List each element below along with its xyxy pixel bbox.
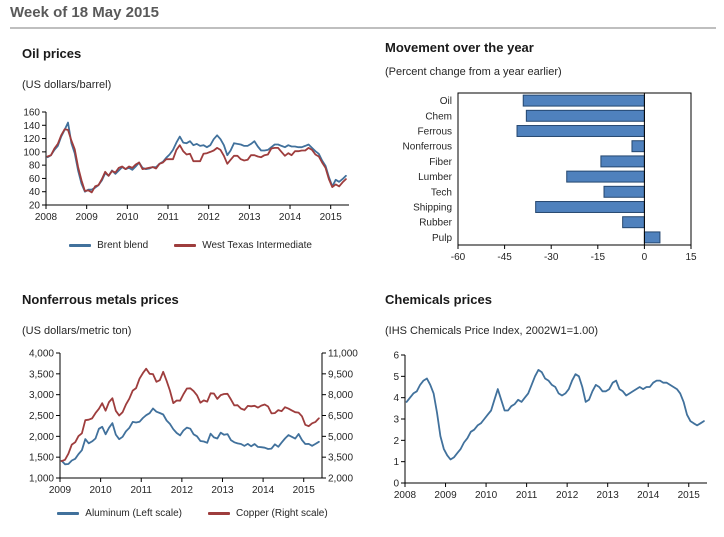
svg-text:Nonferrous: Nonferrous	[403, 142, 452, 153]
svg-text:Fiber: Fiber	[429, 157, 452, 168]
svg-text:2013: 2013	[211, 485, 234, 496]
svg-text:8,000: 8,000	[328, 390, 353, 401]
svg-text:-15: -15	[591, 252, 606, 263]
svg-text:3: 3	[393, 415, 399, 426]
copper-line-swatch	[207, 512, 230, 515]
svg-text:2008: 2008	[35, 212, 58, 223]
svg-text:5,000: 5,000	[328, 432, 353, 443]
svg-text:160: 160	[23, 108, 40, 119]
svg-text:9,500: 9,500	[328, 369, 353, 380]
svg-text:1: 1	[393, 457, 399, 468]
svg-text:2,500: 2,500	[29, 411, 54, 422]
legend-item-copper: Copper (Right scale)	[207, 508, 328, 519]
legend-label-copper: Copper (Right scale)	[235, 508, 328, 519]
legend-label-brent: Brent blend	[97, 240, 149, 251]
oil-prices-legend: Brent blend West Texas Intermediate	[18, 240, 363, 251]
svg-text:2013: 2013	[238, 212, 261, 223]
svg-text:120: 120	[23, 134, 40, 145]
svg-text:2012: 2012	[556, 490, 579, 501]
svg-text:2015: 2015	[293, 485, 316, 496]
svg-text:2011: 2011	[130, 485, 152, 496]
svg-text:Lumber: Lumber	[418, 172, 453, 183]
wti-line-swatch	[174, 244, 197, 247]
svg-text:2010: 2010	[475, 490, 498, 501]
svg-text:5: 5	[393, 372, 399, 383]
movement-title: Movement over the year	[385, 40, 534, 55]
legend-item-wti: West Texas Intermediate	[174, 240, 312, 251]
svg-text:80: 80	[29, 161, 41, 172]
svg-text:2: 2	[393, 436, 399, 447]
svg-text:100: 100	[23, 147, 40, 158]
chemicals-subtitle: (IHS Chemicals Price Index, 2002W1=1.00)	[385, 325, 599, 337]
svg-text:4,000: 4,000	[29, 349, 54, 360]
nonferrous-legend: Aluminum (Left scale) Copper (Right scal…	[15, 508, 370, 519]
movement-subtitle: (Percent change from a year earlier)	[385, 66, 562, 78]
svg-text:2014: 2014	[637, 490, 660, 501]
svg-text:-45: -45	[497, 252, 512, 263]
svg-text:3,500: 3,500	[328, 453, 353, 464]
legend-item-brent: Brent blend	[69, 240, 148, 251]
svg-text:2014: 2014	[279, 212, 302, 223]
svg-text:40: 40	[29, 187, 41, 198]
svg-text:0: 0	[393, 479, 399, 490]
svg-text:1,000: 1,000	[29, 474, 54, 485]
legend-item-aluminum: Aluminum (Left scale)	[57, 508, 182, 519]
svg-text:-30: -30	[544, 252, 559, 263]
aluminum-line-swatch	[57, 512, 80, 515]
svg-text:-60: -60	[451, 252, 466, 263]
svg-text:15: 15	[685, 252, 697, 263]
svg-text:20: 20	[29, 201, 41, 212]
oil-prices-subtitle: (US dollars/barrel)	[22, 79, 112, 91]
svg-text:Rubber: Rubber	[419, 218, 452, 229]
svg-text:2011: 2011	[157, 212, 179, 223]
svg-text:6: 6	[393, 351, 399, 362]
svg-text:2011: 2011	[516, 490, 538, 501]
svg-text:2,000: 2,000	[328, 474, 353, 485]
movement-bar-chart: Oil Chem Ferrous Nonferrous Fiber Lumber Tech S…	[403, 92, 697, 263]
page-title: Week of 18 May 2015	[10, 4, 159, 21]
svg-text:2009: 2009	[434, 490, 457, 501]
svg-text:11,000: 11,000	[328, 349, 358, 360]
svg-text:6,500: 6,500	[328, 411, 353, 422]
svg-text:2013: 2013	[597, 490, 620, 501]
svg-text:Shipping: Shipping	[413, 203, 452, 214]
chemicals-prices-chart: 0 1 2 3 4 5 6 2008 2009 2010 2011 2012 2013 2014 2015	[393, 351, 707, 501]
legend-label-aluminum: Aluminum (Left scale)	[85, 508, 182, 519]
svg-text:1,500: 1,500	[29, 453, 54, 464]
svg-text:Tech: Tech	[431, 187, 452, 198]
header-divider	[10, 27, 716, 29]
svg-text:2012: 2012	[198, 212, 221, 223]
svg-text:Oil: Oil	[440, 96, 452, 107]
svg-text:2009: 2009	[76, 212, 99, 223]
svg-text:2014: 2014	[252, 485, 275, 496]
svg-text:0: 0	[642, 252, 648, 263]
svg-text:Ferrous: Ferrous	[418, 127, 452, 138]
nonferrous-metals-chart: 1,000 1,500 2,000 2,500 3,000 3,500 4,000 2,000…	[29, 349, 358, 497]
svg-text:140: 140	[23, 121, 40, 132]
svg-text:2015: 2015	[320, 212, 343, 223]
svg-text:2015: 2015	[678, 490, 701, 501]
svg-text:4: 4	[393, 393, 399, 404]
brent-line-swatch	[69, 244, 92, 247]
svg-text:2010: 2010	[89, 485, 112, 496]
svg-text:3,500: 3,500	[29, 369, 54, 380]
oil-prices-chart: 20 40 60 80 100 120 140 160 2008 2009 2010 2011 2012…	[23, 108, 349, 223]
svg-text:2008: 2008	[394, 490, 417, 501]
svg-text:Chem: Chem	[425, 111, 452, 122]
nonferrous-subtitle: (US dollars/metric ton)	[22, 325, 132, 337]
svg-text:3,000: 3,000	[29, 390, 54, 401]
svg-text:60: 60	[29, 174, 41, 185]
svg-text:Pulp: Pulp	[432, 233, 452, 244]
nonferrous-title: Nonferrous metals prices	[22, 292, 179, 307]
svg-text:2009: 2009	[49, 485, 72, 496]
legend-label-wti: West Texas Intermediate	[202, 240, 312, 251]
svg-text:2,000: 2,000	[29, 432, 54, 443]
chemicals-title: Chemicals prices	[385, 292, 492, 307]
oil-prices-title: Oil prices	[22, 46, 82, 61]
svg-text:2012: 2012	[171, 485, 194, 496]
svg-text:2010: 2010	[116, 212, 139, 223]
